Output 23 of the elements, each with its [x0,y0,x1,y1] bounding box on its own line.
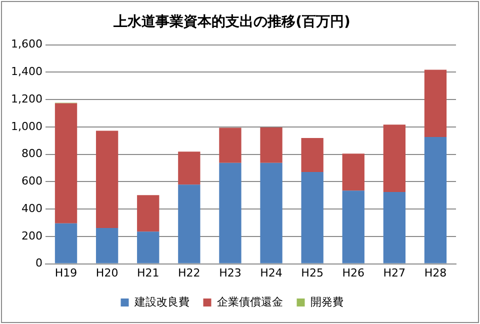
x-tick-label: H23 [219,266,242,280]
legend-label: 開発費 [310,295,344,308]
x-tick-label: H20 [96,266,118,280]
y-tick-label: 1,400 [10,65,42,78]
x-tick-label: H22 [178,266,200,280]
x-tick-label: H27 [383,266,406,280]
chart-title: 上水道事業資本的支出の推移(百万円) [112,14,350,30]
x-tick-label: H24 [260,266,282,280]
x-tick-label: H21 [136,266,160,280]
y-tick-label: 0 [35,256,42,270]
x-tick-label: H26 [342,266,365,280]
y-tick-label: 800 [21,147,42,160]
y-tick-label: 400 [21,202,42,215]
y-tick-label: 600 [21,174,42,188]
y-tick-label: 200 [21,229,42,242]
legend-label: 企業債償還金 [216,295,283,308]
x-tick-label: H19 [54,266,78,280]
legend-label: 建設改良費 [133,295,190,308]
y-tick-label: 1,200 [10,92,42,106]
x-tick-label: H28 [424,266,447,280]
y-tick-label: 1,600 [10,38,42,51]
x-tick-label: H25 [301,266,324,280]
y-tick-label: 1,000 [10,120,42,133]
